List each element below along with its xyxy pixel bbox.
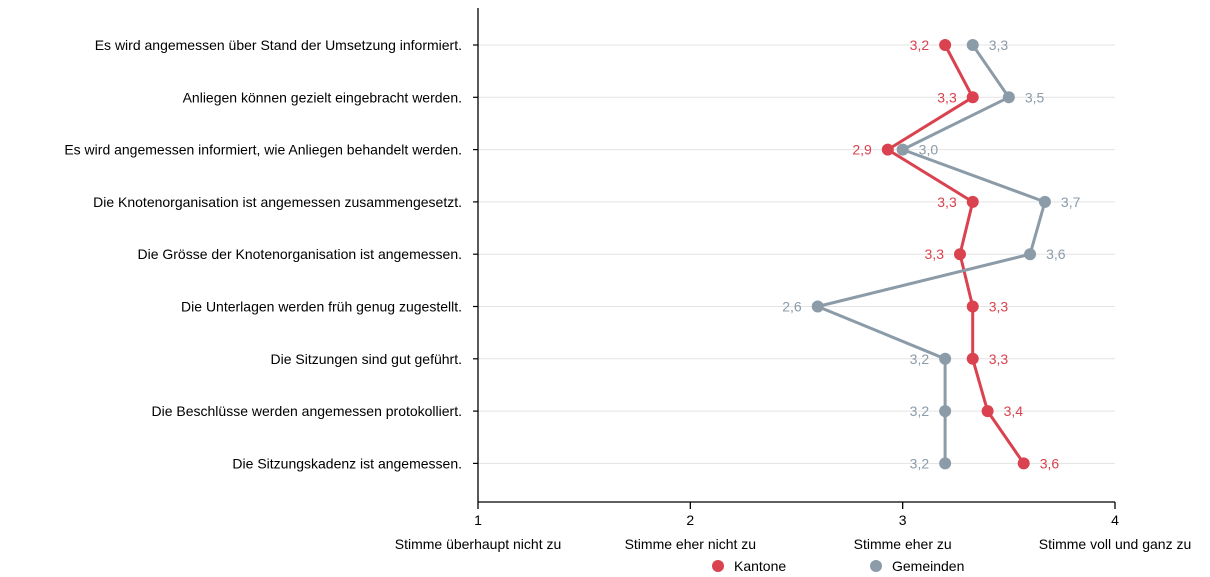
- x-tick-label: 1: [474, 512, 482, 528]
- value-label-kantone: 3,3: [937, 194, 957, 210]
- x-tick-label: 4: [1111, 512, 1119, 528]
- value-label-gemeinden: 3,5: [1025, 89, 1045, 105]
- category-label: Die Sitzungskadenz ist angemessen.: [232, 455, 462, 471]
- category-label: Es wird angemessen informiert, wie Anlie…: [64, 142, 462, 158]
- value-labels: 3,2 3,3 3,3 3,5 2,9 3,0 3,3 3,7 3,3 3,6 3,3 2,6 3,3 3…: [782, 37, 1080, 471]
- category-label: Die Sitzungen sind gut geführt.: [271, 351, 462, 367]
- data-point-gemeinden: [1002, 91, 1015, 104]
- value-label-kantone: 3,4: [1004, 403, 1024, 419]
- category-label: Die Grösse der Knotenorganisation ist an…: [137, 246, 462, 262]
- value-label-gemeinden: 3,3: [989, 37, 1009, 53]
- x-tick-label: 3: [899, 512, 907, 528]
- value-label-gemeinden: 2,6: [782, 299, 802, 315]
- data-point-kantone: [1017, 457, 1030, 470]
- scale-label: Stimme eher zu: [854, 536, 952, 552]
- legend-marker-kantone: [712, 560, 724, 572]
- axes: 1 Stimme überhaupt nicht zu 2 Stimme eher n…: [395, 8, 1192, 552]
- legend-marker-gemeinden: [870, 560, 882, 572]
- value-label-gemeinden: 3,6: [1046, 246, 1066, 262]
- legend-label-gemeinden: Gemeinden: [892, 558, 964, 574]
- legend-label-kantone: Kantone: [734, 558, 786, 574]
- series-points: [811, 39, 1051, 470]
- data-point-kantone: [939, 39, 952, 51]
- category-label: Es wird angemessen über Stand der Umsetz…: [95, 37, 462, 53]
- data-point-kantone: [953, 248, 966, 261]
- data-point-kantone: [966, 195, 979, 208]
- value-label-kantone: 3,2: [910, 37, 930, 53]
- category-label: Die Unterlagen werden früh genug zugeste…: [181, 299, 462, 315]
- value-label-kantone: 3,6: [1040, 455, 1060, 471]
- data-point-kantone: [966, 91, 979, 104]
- data-point-gemeinden: [811, 300, 824, 313]
- data-point-kantone: [981, 405, 994, 418]
- value-label-gemeinden: 3,2: [910, 403, 930, 419]
- value-label-gemeinden: 3,7: [1061, 194, 1081, 210]
- x-tick-label: 2: [686, 512, 694, 528]
- category-label: Die Beschlüsse werden angemessen protoko…: [152, 403, 463, 419]
- value-label-kantone: 2,9: [852, 142, 872, 158]
- category-label: Anliegen können gezielt eingebracht werd…: [183, 89, 462, 105]
- data-point-kantone: [966, 300, 979, 313]
- data-point-gemeinden: [896, 143, 909, 156]
- data-point-gemeinden: [939, 457, 952, 470]
- value-label-kantone: 3,3: [989, 351, 1009, 367]
- data-point-kantone: [881, 143, 894, 156]
- data-point-gemeinden: [966, 39, 979, 51]
- scale-label: Stimme eher nicht zu: [625, 536, 757, 552]
- category-labels: Es wird angemessen über Stand der Umsetz…: [64, 37, 462, 471]
- gridlines: [478, 44, 1115, 464]
- value-label-kantone: 3,3: [937, 89, 957, 105]
- category-label: Die Knotenorganisation ist angemessen zu…: [93, 194, 462, 210]
- value-label-gemeinden: 3,2: [910, 455, 930, 471]
- scale-label: Stimme überhaupt nicht zu: [395, 536, 562, 552]
- data-point-gemeinden: [1024, 248, 1037, 261]
- value-label-gemeinden: 3,2: [910, 351, 930, 367]
- data-point-gemeinden: [939, 405, 952, 418]
- value-label-kantone: 3,3: [989, 299, 1009, 315]
- legend: Kantone Gemeinden: [712, 558, 964, 574]
- value-label-gemeinden: 3,0: [919, 142, 939, 158]
- data-point-gemeinden: [1038, 195, 1051, 208]
- scale-label: Stimme voll und ganz zu: [1039, 536, 1192, 552]
- data-point-kantone: [966, 352, 979, 365]
- value-label-kantone: 3,3: [925, 246, 945, 262]
- data-point-gemeinden: [939, 352, 952, 365]
